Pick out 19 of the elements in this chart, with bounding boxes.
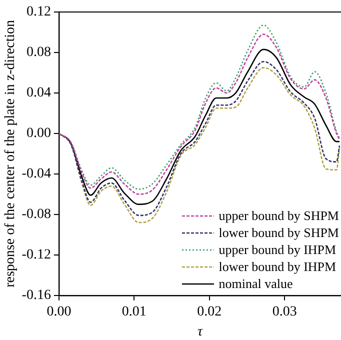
y-tick-label: 0.08 <box>26 45 51 60</box>
legend-label: lower bound by SHPM <box>218 224 339 241</box>
x-tick-label: 0.01 <box>122 304 146 320</box>
y-tick-label: 0.12 <box>26 4 51 20</box>
x-axis-title: τ <box>197 324 204 340</box>
legend-label: lower bound by IHPM <box>218 258 336 275</box>
x-tick-label: 0.03 <box>272 304 297 320</box>
legend-label: nominal value <box>218 275 293 292</box>
y-tick-label: -0.16 <box>22 288 51 304</box>
legend-label: upper bound by SHPM <box>218 207 339 224</box>
x-tick-label: 0.00 <box>46 304 72 320</box>
y-tick-label: -0.12 <box>22 248 51 263</box>
y-axis-title: response of the center of the plate in z-direction <box>3 20 18 288</box>
y-tick-label: 0.04 <box>26 86 51 101</box>
legend-label: upper bound by IHPM <box>218 241 336 258</box>
y-tick-label: 0.00 <box>26 126 51 142</box>
y-tick-label: -0.08 <box>22 207 51 222</box>
x-tick-label: 0.02 <box>197 304 222 320</box>
y-tick-label: -0.04 <box>22 166 51 182</box>
